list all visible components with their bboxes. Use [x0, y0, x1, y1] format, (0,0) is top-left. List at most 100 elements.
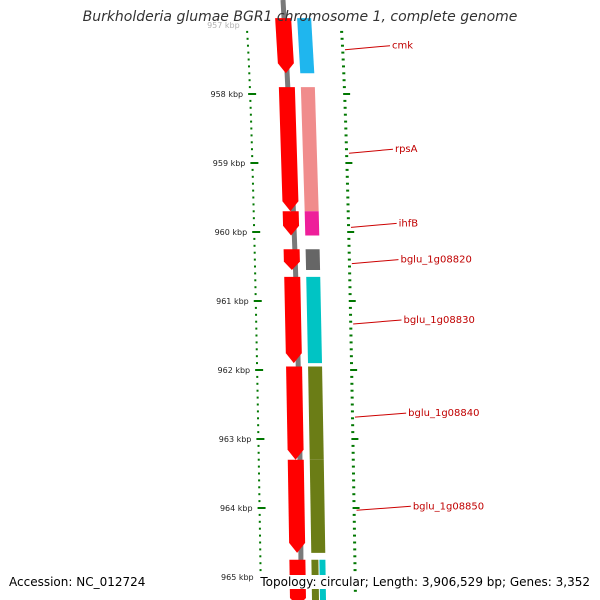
minor-tick [257, 417, 260, 420]
minor-tick [246, 30, 249, 33]
minor-tick [259, 555, 262, 558]
minor-tick [252, 189, 255, 192]
label-leader [353, 319, 402, 325]
minor-tick [251, 168, 254, 171]
minor-tick [254, 272, 257, 275]
minor-tick [246, 44, 249, 47]
minor-tick [248, 79, 251, 82]
minor-tick [254, 286, 257, 289]
gene-label: bglu_1g08840 [408, 408, 479, 419]
cds-arrow [283, 249, 300, 270]
minor-tick [252, 210, 255, 213]
minor-tick [257, 465, 260, 468]
tick-label: 963 kbp [219, 435, 252, 444]
minor-tick [254, 306, 257, 309]
minor-tick [259, 534, 262, 537]
minor-tick [258, 493, 261, 496]
page-title: Burkholderia glumae BGR1 chromosome 1, c… [82, 9, 518, 25]
label-layer: cmk rpsA ihfB bglu_1g08820 bglu_1g08830 bglu_… [344, 41, 484, 512]
gene-block [300, 87, 319, 212]
gene-block [309, 459, 326, 553]
cds-arrow [275, 18, 294, 74]
minor-tick [255, 320, 258, 323]
minor-tick [256, 389, 259, 392]
minor-tick [258, 513, 261, 516]
minor-tick [250, 141, 253, 144]
minor-tick [253, 237, 256, 240]
minor-tick [254, 293, 257, 296]
minor-tick [247, 51, 250, 54]
gene-label: bglu_1g08820 [400, 255, 471, 266]
minor-tick [250, 120, 253, 123]
minor-tick [256, 375, 259, 378]
minor-tick [256, 382, 259, 385]
minor-tick [254, 279, 257, 282]
minor-tick [255, 355, 258, 358]
minor-tick [253, 258, 256, 261]
minor-tick [249, 113, 252, 116]
minor-tick [252, 217, 255, 220]
minor-tick [259, 569, 262, 572]
minor-tick [258, 527, 261, 530]
minor-tick [248, 72, 251, 75]
minor-tick [257, 458, 260, 461]
tick-label: 964 kbp [220, 504, 253, 513]
minor-tick [255, 341, 258, 344]
minor-tick [258, 486, 261, 489]
gene-label: ihfB [399, 218, 419, 229]
minor-tick [249, 106, 252, 109]
minor-tick [257, 451, 260, 454]
minor-tick [251, 155, 254, 158]
cds-arrow [278, 87, 299, 212]
gene-label: cmk [392, 41, 413, 52]
minor-tick [258, 520, 261, 523]
gene-block [305, 249, 321, 270]
minor-tick [250, 134, 253, 137]
gene-label: bglu_1g08850 [413, 501, 484, 512]
tick-label: 957 kbp [207, 21, 240, 30]
minor-tick [250, 148, 253, 151]
minor-tick [247, 58, 250, 61]
minor-tick [255, 327, 258, 330]
minor-tick [246, 37, 249, 40]
minor-tick [253, 224, 256, 227]
minor-tick [255, 348, 258, 351]
label-leader [348, 148, 394, 154]
gene-layer [297, 18, 326, 600]
gene-label: bglu_1g08830 [403, 315, 474, 326]
minor-tick [253, 251, 256, 254]
minor-tick [250, 127, 253, 130]
label-leader [354, 412, 407, 418]
minor-tick [256, 362, 259, 365]
minor-tick [251, 182, 254, 185]
minor-tick [259, 562, 262, 565]
minor-tick [257, 472, 260, 475]
minor-tick [251, 175, 254, 178]
minor-tick [247, 65, 250, 68]
minor-tick [253, 244, 256, 247]
tick-label: 959 kbp [213, 159, 246, 168]
gene-label: rpsA [395, 144, 418, 155]
minor-tick [252, 196, 255, 199]
tick-label: 960 kbp [215, 228, 248, 237]
minor-tick [257, 424, 260, 427]
cds-layer [275, 18, 306, 600]
minor-tick [258, 479, 261, 482]
minor-tick [256, 410, 259, 413]
genome-stats-text: Topology: circular; Length: 3,906,529 bp… [258, 575, 592, 589]
minor-tick [257, 444, 260, 447]
minor-tick [255, 334, 258, 337]
tick-label: 962 kbp [218, 366, 251, 375]
minor-tick [252, 203, 255, 206]
minor-tick [259, 541, 262, 544]
cds-arrow [287, 459, 306, 553]
minor-tick [259, 548, 262, 551]
minor-tick [253, 265, 256, 268]
minor-tick [256, 396, 259, 399]
minor-tick [257, 431, 260, 434]
minor-tick [256, 403, 259, 406]
label-leader [351, 259, 399, 265]
label-leader [350, 222, 397, 228]
tick-label: 961 kbp [216, 297, 249, 306]
